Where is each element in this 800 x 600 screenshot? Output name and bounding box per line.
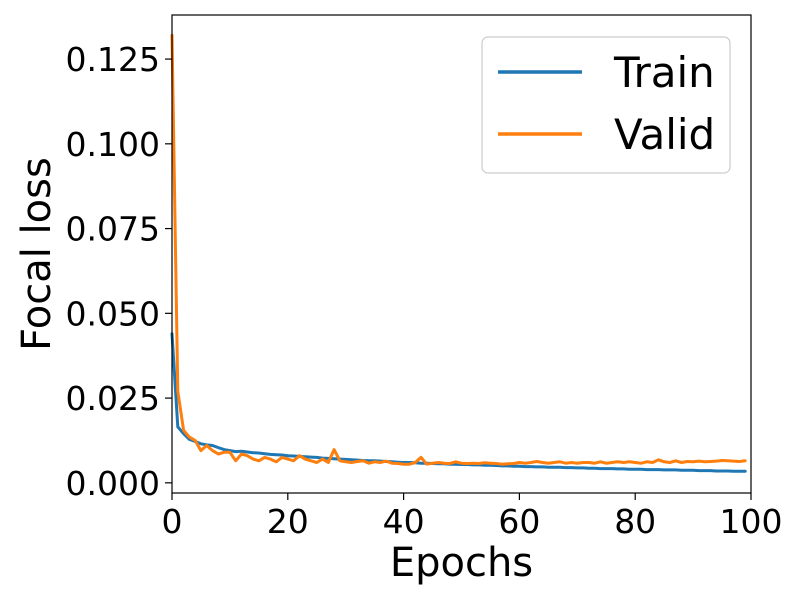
legend: Train Valid xyxy=(481,36,731,174)
y-tick-label: 0.000 xyxy=(66,464,160,503)
y-tick-label: 0.025 xyxy=(66,379,160,418)
x-tick-label: 40 xyxy=(383,502,425,541)
x-axis-label: Epochs xyxy=(390,540,533,586)
x-tick-label: 0 xyxy=(162,502,183,541)
y-tick-label: 0.125 xyxy=(66,40,160,79)
x-tick-label: 80 xyxy=(614,502,656,541)
series-line-valid xyxy=(170,33,747,466)
y-tick-label: 0.050 xyxy=(66,294,160,333)
axis-ticks: 0 20 40 60 80 100 0.000 0.025 0.050 0.075 0.100 0.1… xyxy=(66,40,783,541)
x-tick-label: 20 xyxy=(267,502,309,541)
plot-area xyxy=(170,33,747,473)
axes-frame xyxy=(171,14,752,494)
legend-label-train: Train xyxy=(613,48,715,97)
legend-label-valid: Valid xyxy=(614,110,715,159)
y-axis-label: Focal loss xyxy=(14,157,60,351)
y-tick-label: 0.075 xyxy=(66,210,160,249)
series-line-train xyxy=(170,332,747,473)
x-tick-label: 60 xyxy=(498,502,540,541)
y-tick-label: 0.100 xyxy=(66,125,160,164)
x-tick-label: 100 xyxy=(720,502,783,541)
